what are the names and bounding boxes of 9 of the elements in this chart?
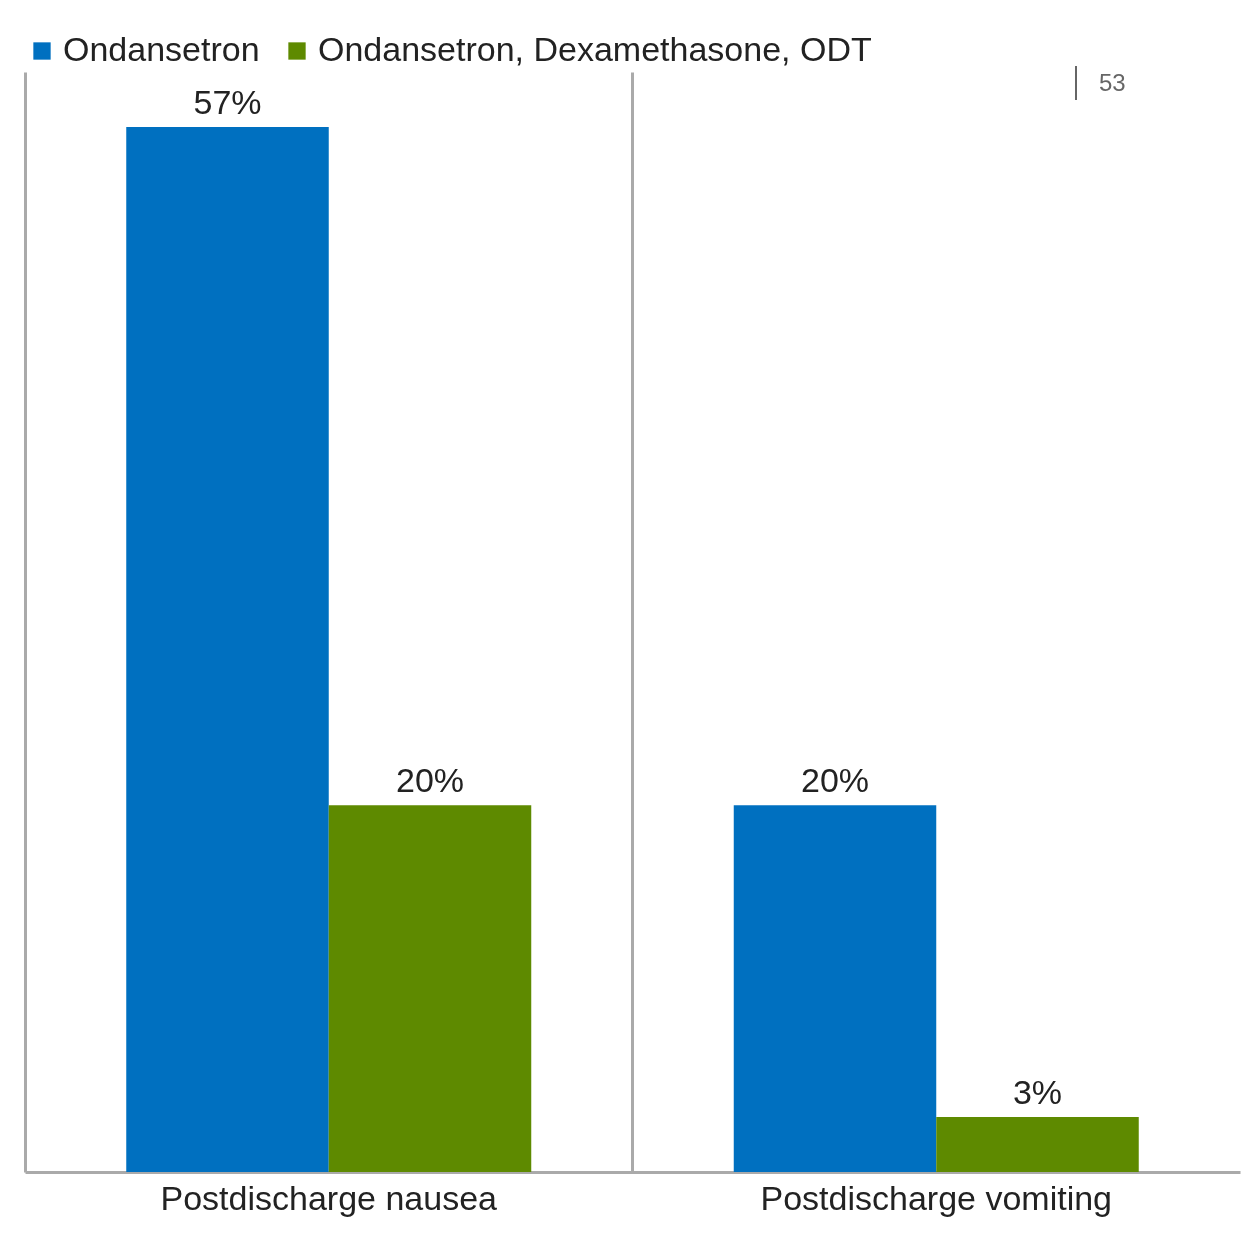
annotation: 53	[1099, 68, 1127, 98]
legend-label: Ondansetron	[63, 30, 260, 68]
data-label: 20%	[800, 761, 870, 800]
x-tick-label: Postdischarge vomiting	[760, 1178, 1113, 1217]
data-label: 20%	[395, 761, 465, 800]
legend-label: Ondansetron, Dexamethasone, ODT	[318, 30, 872, 68]
data-label: 57%	[193, 83, 262, 121]
x-tick-label: Postdischarge nausea	[160, 1178, 498, 1217]
data-label: 3%	[1012, 1073, 1063, 1111]
